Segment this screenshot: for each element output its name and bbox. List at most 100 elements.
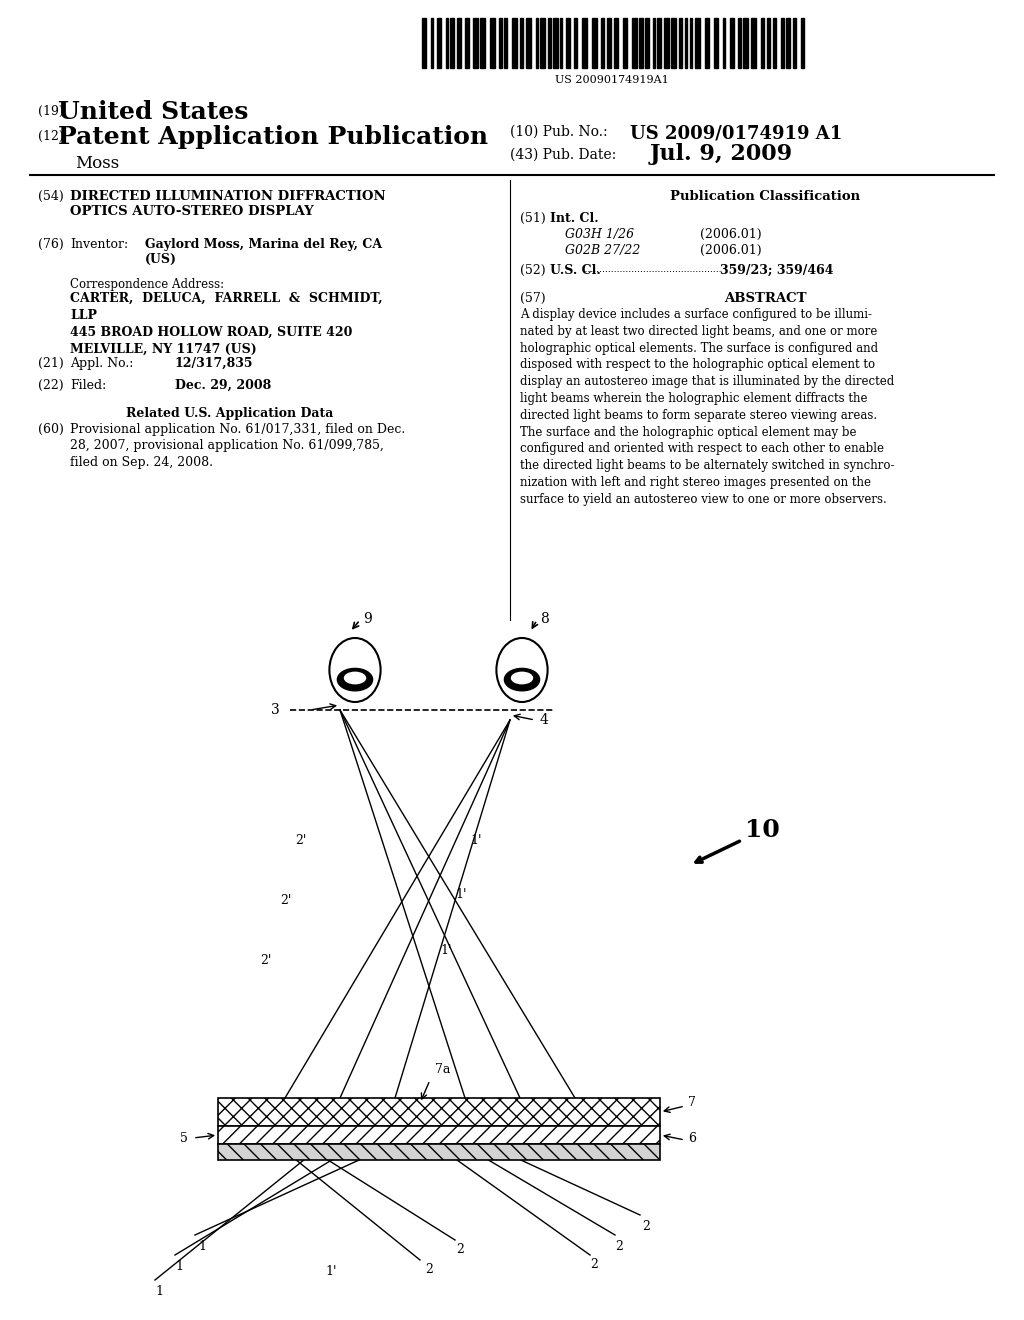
Bar <box>553 18 558 69</box>
Text: 12/317,835: 12/317,835 <box>175 356 254 370</box>
Text: US 20090174919A1: US 20090174919A1 <box>555 75 669 84</box>
Text: DIRECTED ILLUMINATION DIFFRACTION
OPTICS AUTO-STEREO DISPLAY: DIRECTED ILLUMINATION DIFFRACTION OPTICS… <box>70 190 386 218</box>
Bar <box>450 18 454 69</box>
Bar <box>592 18 597 69</box>
Text: (22): (22) <box>38 379 63 392</box>
Text: 6: 6 <box>688 1131 696 1144</box>
Text: G03H 1/26: G03H 1/26 <box>565 228 634 242</box>
Bar <box>743 18 748 69</box>
Ellipse shape <box>337 668 373 690</box>
Bar <box>657 18 662 69</box>
Text: Publication Classification: Publication Classification <box>670 190 860 203</box>
Bar <box>664 18 669 69</box>
Bar <box>614 18 618 69</box>
Text: 1': 1' <box>470 833 481 846</box>
Text: 2': 2' <box>295 833 306 846</box>
Bar <box>465 18 469 69</box>
Bar <box>786 18 790 69</box>
Text: 4: 4 <box>540 713 549 727</box>
Bar <box>512 18 517 69</box>
Bar <box>723 18 725 69</box>
Text: U.S. Cl.: U.S. Cl. <box>550 264 601 277</box>
Bar <box>679 18 682 69</box>
Bar <box>793 18 796 69</box>
Text: (21): (21) <box>38 356 63 370</box>
Text: Gaylord Moss, Marina del Rey, CA
(US): Gaylord Moss, Marina del Rey, CA (US) <box>145 238 382 267</box>
Bar <box>218 1144 660 1160</box>
Bar <box>536 18 538 69</box>
Text: (2006.01): (2006.01) <box>700 228 762 242</box>
Text: (51): (51) <box>520 213 546 224</box>
Text: (12): (12) <box>38 129 63 143</box>
Bar <box>761 18 764 69</box>
Bar <box>520 18 523 69</box>
Ellipse shape <box>505 668 540 690</box>
Ellipse shape <box>330 638 381 702</box>
Text: (10) Pub. No.:: (10) Pub. No.: <box>510 125 607 139</box>
Bar <box>218 1126 660 1144</box>
Bar <box>446 18 449 69</box>
Text: Inventor:: Inventor: <box>70 238 128 251</box>
Bar <box>695 18 700 69</box>
Text: 2: 2 <box>456 1243 464 1257</box>
Text: 1': 1' <box>440 944 452 957</box>
Text: (54): (54) <box>38 190 63 203</box>
Bar <box>801 18 804 69</box>
Text: 359/23; 359/464: 359/23; 359/464 <box>720 264 834 277</box>
Text: ABSTRACT: ABSTRACT <box>724 292 806 305</box>
Text: 9: 9 <box>362 612 372 626</box>
Text: 3: 3 <box>271 704 280 717</box>
Text: 1: 1 <box>155 1284 163 1298</box>
Text: Int. Cl.: Int. Cl. <box>550 213 599 224</box>
Bar <box>566 18 570 69</box>
Text: 5: 5 <box>180 1131 188 1144</box>
Bar <box>431 18 433 69</box>
Bar <box>623 18 627 69</box>
Bar <box>632 18 637 69</box>
Bar <box>767 18 770 69</box>
Text: 2': 2' <box>260 953 271 966</box>
Text: 2: 2 <box>590 1258 598 1271</box>
Bar <box>773 18 776 69</box>
Text: Dec. 29, 2008: Dec. 29, 2008 <box>175 379 271 392</box>
Bar <box>781 18 784 69</box>
Text: Appl. No.:: Appl. No.: <box>70 356 133 370</box>
Text: Provisional application No. 61/017,331, filed on Dec.
28, 2007, provisional appl: Provisional application No. 61/017,331, … <box>70 422 406 469</box>
Bar <box>560 18 562 69</box>
Text: G02B 27/22: G02B 27/22 <box>565 244 640 257</box>
Text: 1': 1' <box>455 888 467 902</box>
Bar <box>526 18 531 69</box>
Text: (2006.01): (2006.01) <box>700 244 762 257</box>
Bar <box>714 18 718 69</box>
Ellipse shape <box>497 638 548 702</box>
Text: Moss: Moss <box>75 154 119 172</box>
Text: A display device includes a surface configured to be illumi-
nated by at least t: A display device includes a surface conf… <box>520 308 895 506</box>
Text: 2: 2 <box>425 1263 433 1276</box>
Bar <box>705 18 709 69</box>
Bar <box>607 18 611 69</box>
Bar <box>601 18 604 69</box>
Bar <box>730 18 734 69</box>
Bar <box>490 18 495 69</box>
Bar <box>751 18 756 69</box>
Text: 2: 2 <box>615 1239 623 1253</box>
Text: 1: 1 <box>175 1261 183 1272</box>
Bar <box>218 1098 660 1126</box>
Bar <box>671 18 676 69</box>
Bar <box>574 18 577 69</box>
Bar <box>738 18 741 69</box>
Text: 2': 2' <box>280 894 292 907</box>
Bar <box>645 18 649 69</box>
Bar <box>582 18 587 69</box>
Bar <box>480 18 485 69</box>
Text: (57): (57) <box>520 292 546 305</box>
Bar <box>504 18 507 69</box>
Text: 10: 10 <box>745 818 779 842</box>
Text: (76): (76) <box>38 238 63 251</box>
Text: Jul. 9, 2009: Jul. 9, 2009 <box>650 143 794 165</box>
Text: 7a: 7a <box>435 1063 451 1076</box>
Bar <box>422 18 426 69</box>
Bar <box>499 18 502 69</box>
Text: CARTER,  DELUCA,  FARRELL  &  SCHMIDT,
LLP
445 BROAD HOLLOW ROAD, SUITE 420
MELV: CARTER, DELUCA, FARRELL & SCHMIDT, LLP 4… <box>70 292 383 356</box>
Text: Patent Application Publication: Patent Application Publication <box>58 125 488 149</box>
